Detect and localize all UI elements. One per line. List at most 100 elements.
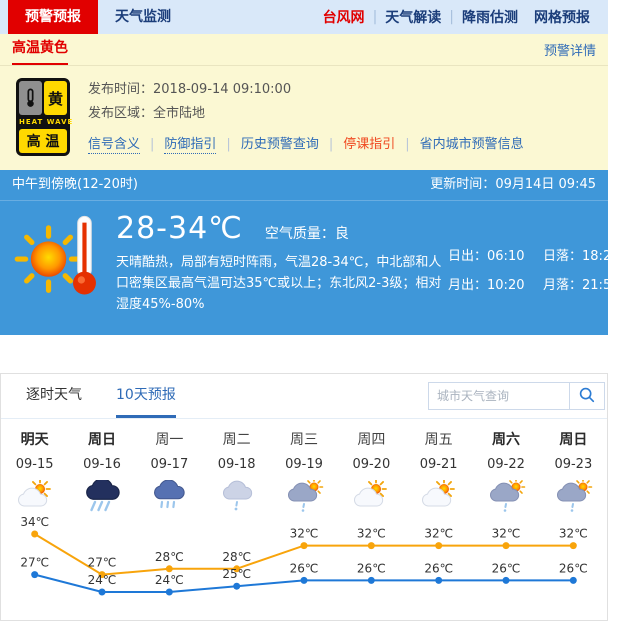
temperature-chart: 34℃ 27℃ 28℃ 28℃ 32℃ 32℃ 32℃ 32℃ 32℃ 27℃ 24℃ 24℃ 25℃ 2… <box>20 516 588 596</box>
warning-type-label: 高温黄色 <box>12 34 68 65</box>
warning-link-0[interactable]: 信号含义 <box>88 137 141 154</box>
svg-text:26℃: 26℃ <box>424 561 453 575</box>
forecast-day-column-8: 周日 09-23 <box>540 429 607 512</box>
day-name: 周一 <box>155 432 184 448</box>
warning-header: 高温黄色 预警详情 <box>0 34 608 66</box>
day-name: 周五 <box>424 432 453 448</box>
warning-link-3[interactable]: 停课指引 <box>343 137 396 152</box>
forecast-day-column-0: 明天 09-15 <box>1 429 68 512</box>
warning-link-2[interactable]: 历史预警查询 <box>240 137 319 152</box>
sun-moon-times: 日出：06:10 日落：18:28 月出：10:20 月落：21:57 <box>448 245 627 315</box>
warning-body: 黄 HEAT WAVE 高 温 发布时间：2018-09-14 09:10:00… <box>0 66 608 170</box>
forecast-tabs: 逐时天气 10天预报 <box>26 374 176 418</box>
day-name: 周六 <box>491 432 520 448</box>
search-button[interactable] <box>569 382 605 410</box>
day-date: 09-21 <box>419 457 458 472</box>
forecast-day-column-6: 周五 09-21 <box>405 429 472 512</box>
heat-wave-text: HEAT WAVE <box>19 118 74 126</box>
moonset-time: 月落：21:57 <box>543 278 620 293</box>
temperature-range: 28-34℃ <box>116 211 243 246</box>
svg-text:28℃: 28℃ <box>155 550 184 564</box>
tab-ten-day-forecast[interactable]: 10天预报 <box>116 374 176 418</box>
svg-text:27℃: 27℃ <box>20 556 49 570</box>
nav-link-grid-forecast[interactable]: 网格预报 <box>534 10 590 26</box>
svg-text:34℃: 34℃ <box>20 516 49 529</box>
forecast-day-column-5: 周四 09-20 <box>338 429 405 512</box>
nav-link-weather-explain[interactable]: 天气解读 <box>385 10 442 26</box>
update-time: 更新时间：09月14日 09:45 <box>430 177 596 192</box>
publish-area: 发布区域：全市陆地 <box>88 106 206 121</box>
nav-tab-weather-monitor[interactable]: 天气监测 <box>115 9 171 25</box>
sunny-hot-weather-icon <box>8 209 112 315</box>
weather-description: 天晴酷热，局部有短时阵雨，气温28-34℃，中北部和人口密集区最高气温可达35℃… <box>116 255 442 312</box>
moderate-rain-icon <box>136 480 203 512</box>
moonrise-time: 月出：10:20 <box>448 278 525 293</box>
heavy-rain-icon <box>68 480 135 512</box>
nav-link-typhoon[interactable]: 台风网 <box>322 10 365 26</box>
svg-text:32℃: 32℃ <box>559 527 588 541</box>
svg-text:32℃: 32℃ <box>492 527 521 541</box>
svg-text:24℃: 24℃ <box>155 573 184 587</box>
shower-icon <box>270 480 337 512</box>
warning-link-separator: | <box>328 137 334 152</box>
current-weather-body: 28-34℃ 空气质量：良 天晴酷热，局部有短时阵雨，气温28-34℃，中北部和… <box>0 201 619 335</box>
sunset-time: 日落：18:28 <box>543 249 620 264</box>
tab-hourly-weather[interactable]: 逐时天气 <box>26 387 82 403</box>
current-weather-header: 中午到傍晚(12-20时) 更新时间：09月14日 09:45 <box>0 170 608 201</box>
warning-link-1[interactable]: 防御指引 <box>164 137 217 154</box>
shower-icon <box>540 480 607 512</box>
day-name: 周二 <box>222 432 251 448</box>
light-rain-icon <box>203 480 270 512</box>
svg-text:32℃: 32℃ <box>290 527 319 541</box>
forecast-day-column-4: 周三 09-19 <box>270 429 337 512</box>
air-quality: 空气质量：良 <box>264 226 349 242</box>
shower-icon <box>472 480 539 512</box>
svg-text:26℃: 26℃ <box>357 561 386 575</box>
day-date: 09-18 <box>217 457 256 472</box>
day-date: 09-23 <box>554 457 593 472</box>
day-name: 周四 <box>357 432 386 448</box>
city-search <box>428 382 605 410</box>
heat-wave-warning-icon: 黄 HEAT WAVE 高 温 <box>16 78 74 156</box>
partly-cloudy-icon <box>1 480 68 512</box>
forecast-period: 中午到傍晚(12-20时) <box>12 177 138 192</box>
warning-link-separator: | <box>150 137 155 152</box>
svg-text:26℃: 26℃ <box>559 561 588 575</box>
day-name: 明天 <box>20 432 49 448</box>
day-date: 09-15 <box>15 457 54 472</box>
publish-time: 发布时间：2018-09-14 09:10:00 <box>88 82 292 97</box>
svg-text:28℃: 28℃ <box>222 550 251 564</box>
warning-link-separator: | <box>226 137 231 152</box>
search-icon <box>578 386 596 407</box>
day-name: 周三 <box>289 432 318 448</box>
forecast-day-column-3: 周二 09-18 <box>203 429 270 512</box>
day-date: 09-22 <box>487 457 525 472</box>
forecast-tab-row: 逐时天气 10天预报 <box>1 374 607 419</box>
svg-text:26℃: 26℃ <box>492 561 521 575</box>
nav-link-rain-estimate[interactable]: 降雨估测 <box>462 10 518 26</box>
nav-tabs: 预警预报 天气监测 <box>0 0 188 34</box>
partly-cloudy-icon <box>338 480 405 512</box>
warning-detail-link[interactable]: 预警详情 <box>543 44 596 59</box>
warning-link-separator: | <box>405 137 410 152</box>
city-search-input[interactable] <box>428 382 570 410</box>
nav-tab-warning-forecast[interactable]: 预警预报 <box>8 0 98 34</box>
nav-separator: | <box>372 9 378 25</box>
day-date: 09-19 <box>285 457 323 472</box>
forecast-day-column-2: 周一 09-17 <box>136 429 203 512</box>
sunrise-time: 日出：06:10 <box>448 249 525 264</box>
warning-panel: 高温黄色 预警详情 黄 HEAT WAVE 高 温 发布时间：2018-09-1… <box>0 34 608 170</box>
thermometer-icon <box>19 81 42 115</box>
svg-text:27℃: 27℃ <box>88 556 117 570</box>
forecast-day-column-1: 周日 09-16 <box>68 429 135 512</box>
nav-separator: | <box>449 9 454 25</box>
current-weather-panel: 中午到傍晚(12-20时) 更新时间：09月14日 09:45 <box>0 170 619 335</box>
heat-wave-name: 高 温 <box>19 129 67 153</box>
top-nav: 预警预报 天气监测 台风网 | 天气解读 | 降雨估测 网格预报 <box>0 0 608 34</box>
warning-level-badge: 黄 <box>44 81 67 115</box>
warning-link-4[interactable]: 省内城市预警信息 <box>419 137 524 152</box>
nav-links: 台风网 | 天气解读 | 降雨估测 网格预报 <box>315 7 608 27</box>
current-weather-main: 28-34℃ 空气质量：良 天晴酷热，局部有短时阵雨，气温28-34℃，中北部和… <box>116 209 448 315</box>
forecast-panel: 逐时天气 10天预报 明天09-15周日09-16周一09-17周二09-18周… <box>0 373 608 621</box>
svg-text:25℃: 25℃ <box>222 567 251 581</box>
